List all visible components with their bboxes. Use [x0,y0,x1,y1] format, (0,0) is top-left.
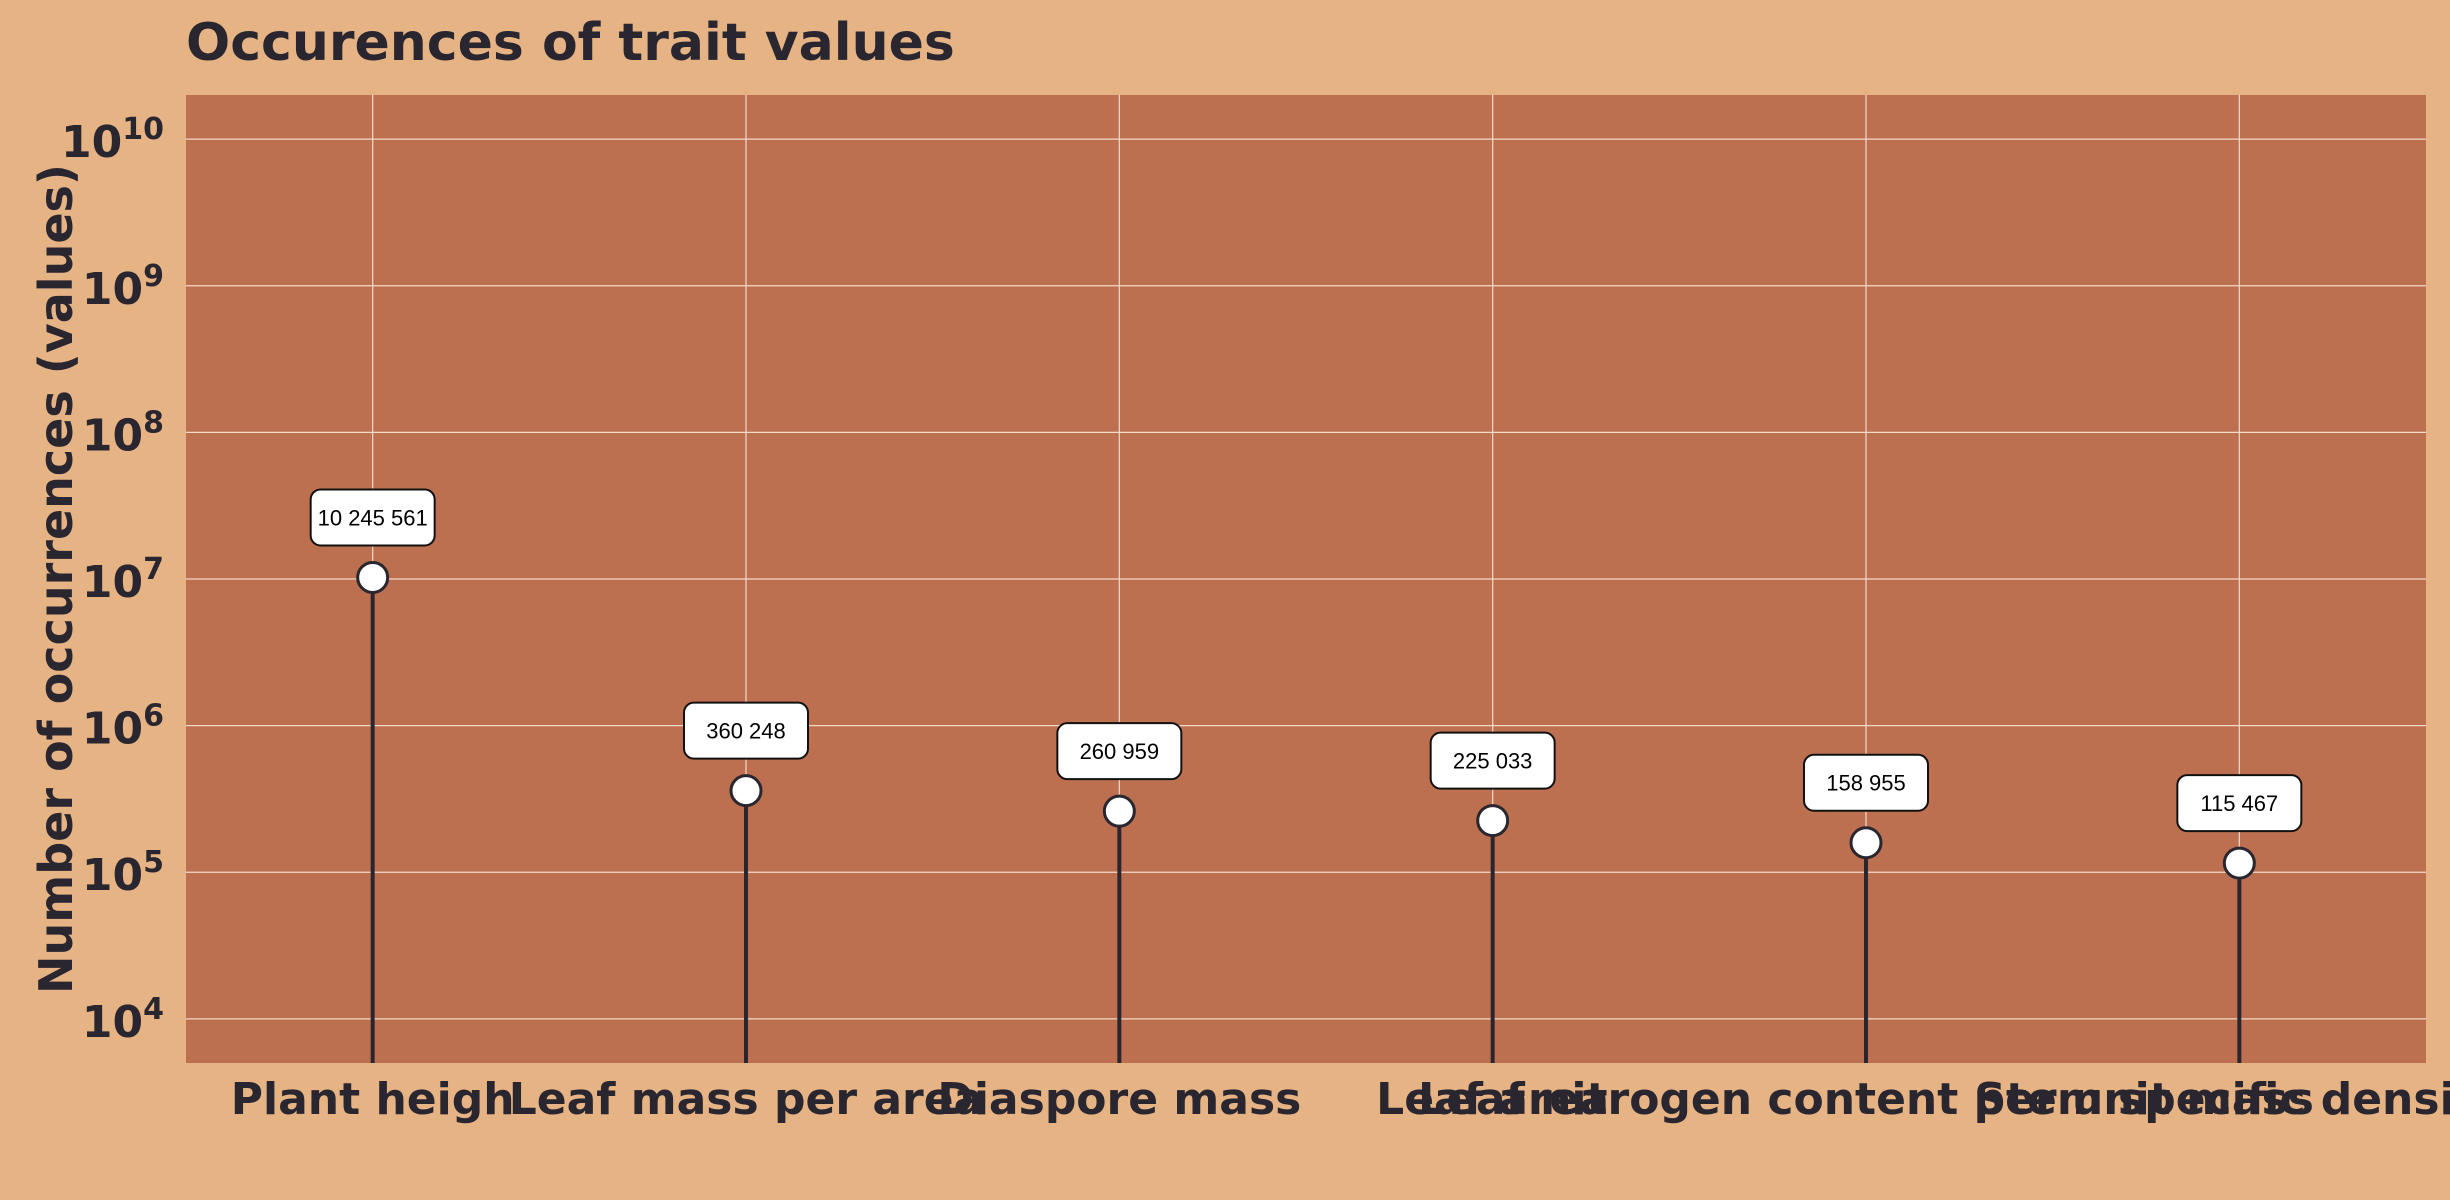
y-tick-label: 105 [82,845,164,901]
data-label-text: 115 467 [2200,791,2278,816]
x-tick-label: Leaf nitrogen content per unit mass [1418,1074,2314,1125]
data-label: 260 959 [1056,722,1183,781]
x-tick-label: Leaf area [1376,1074,1609,1125]
y-tick-label: 109 [82,259,164,315]
data-label-box [2176,774,2303,833]
y-tick-label: 106 [82,699,164,755]
y-tick-label: 104 [82,992,164,1048]
data-label-text: 225 033 [1453,749,1533,774]
data-label-box [1056,722,1183,781]
x-tick-label: Stem specific density [1974,1074,2450,1125]
marker [2222,846,2256,880]
data-label: 158 955 [1803,753,1929,812]
data-label-text: 260 959 [1080,739,1160,764]
marker [1476,804,1510,838]
data-label-box [683,701,809,760]
x-tick-label: Plant heigh [231,1074,515,1125]
data-label: 115 467 [2176,774,2303,833]
stems [370,577,2242,1063]
marker [729,774,763,808]
data-label-box [1429,731,1556,790]
marker [1102,794,1136,828]
data-label-text: 10 245 561 [318,505,428,530]
y-tick-label: 108 [82,405,164,461]
x-tick-label: Diaspore mass [937,1074,1301,1125]
markers [356,560,2256,880]
data-label-text: 158 955 [1826,771,1906,796]
data-label-box [1803,753,1929,812]
data-label: 225 033 [1429,731,1556,790]
data-label-box [309,488,436,547]
marker [1849,826,1883,860]
x-tick-label: Leaf mass per area [509,1074,984,1125]
data-label: 360 248 [683,701,809,760]
chart-title: Occurences of trait values [186,13,955,73]
y-tick-label: 1010 [61,112,164,168]
data-label-text: 360 248 [706,719,786,744]
y-axis-ticks: 104 105 106 107 108 109 1010 [61,112,164,1048]
y-axis-label: Number of occurrences (values) [29,164,83,994]
marker [356,560,390,594]
data-labels: 10 245 561 360 248 260 959 225 033 158 955 11… [309,488,2303,833]
data-label: 10 245 561 [309,488,436,547]
y-tick-label: 107 [82,552,164,608]
